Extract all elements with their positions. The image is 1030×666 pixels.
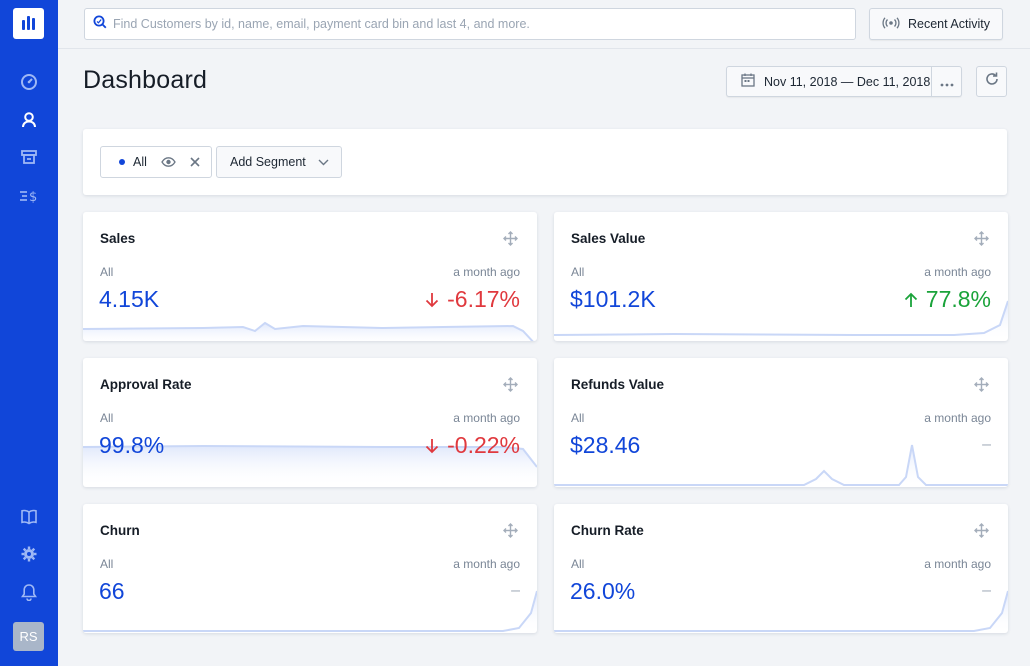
card-segment-label: All	[571, 411, 585, 425]
store-icon[interactable]	[18, 146, 40, 168]
user-icon[interactable]	[18, 109, 40, 131]
segment-chip-all[interactable]: All	[100, 146, 212, 178]
recent-activity-button[interactable]: Recent Activity	[869, 8, 1003, 40]
card-value: 99.8%	[99, 432, 165, 458]
chevron-down-icon	[318, 159, 329, 166]
recent-activity-label: Recent Activity	[908, 17, 990, 31]
card-value: 26.0%	[570, 578, 636, 604]
sparkline-chart	[83, 590, 537, 633]
card-title: Churn Rate	[571, 523, 644, 538]
card-value: $28.46	[570, 432, 641, 458]
card-change-value: –	[982, 436, 991, 453]
card-period-label: a month ago	[924, 557, 991, 571]
card-change-value: 77.8%	[925, 286, 991, 312]
calendar-icon	[741, 73, 755, 90]
search-icon	[93, 15, 107, 34]
date-range-button[interactable]: Nov 11, 2018 — Dec 11, 2018	[727, 67, 932, 96]
page-title: Dashboard	[83, 66, 208, 94]
card-title: Sales Value	[571, 231, 646, 246]
gear-icon[interactable]	[18, 543, 40, 565]
sparkline-chart	[83, 444, 537, 487]
move-icon[interactable]	[974, 523, 989, 538]
move-icon[interactable]	[503, 523, 518, 538]
card-change-value: –	[982, 582, 991, 599]
card-segment-label: All	[100, 411, 114, 425]
arrow-down-icon	[425, 292, 439, 308]
sparkline-chart	[554, 300, 1008, 341]
avatar[interactable]: RS	[13, 622, 44, 651]
card-change-value: -6.17%	[447, 286, 520, 312]
metric-card[interactable]: Sales All a month ago 4.15K -6.17%	[83, 212, 537, 341]
move-icon[interactable]	[503, 231, 518, 246]
segment-chip-label: All	[133, 155, 147, 169]
search-box[interactable]	[84, 8, 856, 40]
book-icon[interactable]	[18, 506, 40, 528]
card-segment-label: All	[571, 265, 585, 279]
add-segment-button[interactable]: Add Segment	[216, 146, 342, 178]
card-change: –	[982, 436, 991, 454]
card-segment-label: All	[100, 557, 114, 571]
refresh-button[interactable]	[976, 66, 1007, 97]
card-title: Sales	[100, 231, 136, 246]
metric-card[interactable]: Churn All a month ago 66 –	[83, 504, 537, 633]
card-period-label: a month ago	[453, 265, 520, 279]
move-icon[interactable]	[503, 377, 518, 392]
eye-icon[interactable]	[161, 157, 176, 167]
refresh-icon	[984, 71, 1000, 92]
card-change: 77.8%	[904, 286, 991, 313]
metric-card[interactable]: Churn Rate All a month ago 26.0% –	[554, 504, 1008, 633]
card-title: Refunds Value	[571, 377, 665, 392]
card-segment-label: All	[571, 557, 585, 571]
card-change: –	[982, 582, 991, 600]
sparkline-chart	[554, 590, 1008, 633]
search-input[interactable]	[113, 17, 855, 31]
close-icon[interactable]	[190, 157, 200, 167]
app-logo[interactable]	[13, 8, 44, 39]
arrow-up-icon	[904, 292, 918, 308]
card-value: 66	[99, 578, 125, 604]
segment-color-dot	[119, 159, 125, 165]
card-title: Churn	[100, 523, 140, 538]
card-change: -6.17%	[425, 286, 520, 313]
more-options-button[interactable]	[932, 67, 961, 96]
card-value: $101.2K	[570, 286, 656, 312]
metric-card[interactable]: Sales Value All a month ago $101.2K 77.8…	[554, 212, 1008, 341]
bell-icon[interactable]	[18, 581, 40, 603]
card-title: Approval Rate	[100, 377, 192, 392]
sparkline-chart	[83, 321, 537, 341]
add-segment-label: Add Segment	[230, 155, 306, 169]
broadcast-icon	[882, 16, 900, 32]
card-period-label: a month ago	[924, 411, 991, 425]
card-change-value: -0.22%	[447, 432, 520, 458]
date-range-picker: Nov 11, 2018 — Dec 11, 2018	[726, 66, 962, 97]
metric-card[interactable]: Approval Rate All a month ago 99.8% -0.2…	[83, 358, 537, 487]
card-period-label: a month ago	[924, 265, 991, 279]
metric-card[interactable]: Refunds Value All a month ago $28.46 –	[554, 358, 1008, 487]
move-icon[interactable]	[974, 231, 989, 246]
sparkline-chart	[554, 444, 1008, 487]
arrow-down-icon	[425, 438, 439, 454]
card-period-label: a month ago	[453, 557, 520, 571]
card-change: -0.22%	[425, 432, 520, 459]
card-change-value: –	[511, 582, 520, 599]
card-value: 4.15K	[99, 286, 160, 312]
card-segment-label: All	[100, 265, 114, 279]
sidebar: $ RS	[0, 0, 58, 666]
top-bar: Recent Activity	[58, 0, 1030, 49]
payments-icon[interactable]: $	[18, 184, 40, 206]
date-range-label: Nov 11, 2018 — Dec 11, 2018	[764, 74, 931, 89]
segment-panel: All Add Segment	[83, 129, 1007, 195]
ellipsis-icon	[940, 74, 954, 90]
gauge-icon[interactable]	[18, 71, 40, 93]
svg-text:$: $	[29, 190, 37, 204]
card-period-label: a month ago	[453, 411, 520, 425]
card-change: –	[511, 582, 520, 600]
move-icon[interactable]	[974, 377, 989, 392]
